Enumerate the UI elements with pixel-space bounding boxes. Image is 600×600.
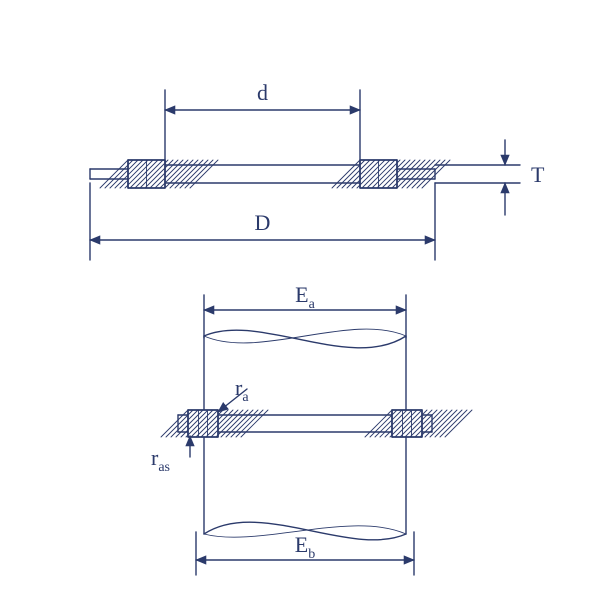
bearing-diagram: d D T Ea Eb ra ras bbox=[0, 0, 600, 600]
svg-text:ras: ras bbox=[151, 445, 170, 475]
svg-text:D: D bbox=[255, 210, 271, 235]
svg-text:ra: ra bbox=[235, 375, 249, 405]
svg-text:Eb: Eb bbox=[295, 532, 315, 562]
svg-text:d: d bbox=[257, 80, 268, 105]
svg-text:Ea: Ea bbox=[295, 282, 315, 312]
svg-text:T: T bbox=[531, 162, 545, 187]
